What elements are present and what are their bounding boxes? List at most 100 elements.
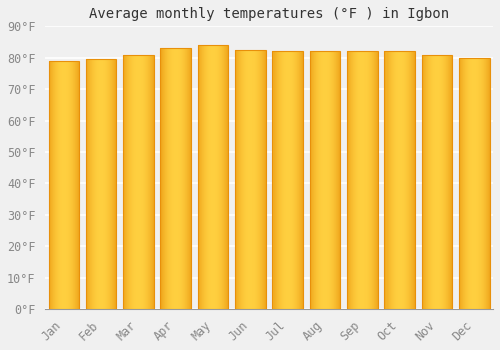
Bar	[222, 45, 224, 309]
Bar	[347, 51, 378, 309]
Bar	[235, 50, 236, 309]
Bar	[412, 51, 413, 309]
Bar	[138, 55, 140, 309]
Bar	[392, 51, 394, 309]
Bar	[76, 61, 77, 309]
Bar	[330, 51, 331, 309]
Bar	[470, 58, 472, 309]
Bar	[398, 51, 400, 309]
Bar	[260, 50, 262, 309]
Bar	[188, 48, 189, 309]
Bar	[436, 55, 437, 309]
Bar	[160, 48, 191, 309]
Bar	[66, 61, 67, 309]
Bar	[99, 59, 100, 309]
Bar	[351, 51, 352, 309]
Bar	[358, 51, 360, 309]
Bar	[101, 59, 102, 309]
Bar	[198, 45, 228, 309]
Bar	[187, 48, 188, 309]
Bar	[134, 55, 136, 309]
Bar	[128, 55, 130, 309]
Bar	[372, 51, 374, 309]
Bar	[200, 45, 201, 309]
Bar	[67, 61, 68, 309]
Bar	[376, 51, 378, 309]
Bar	[105, 59, 106, 309]
Bar	[313, 51, 314, 309]
Bar	[201, 45, 202, 309]
Bar	[272, 51, 303, 309]
Bar	[432, 55, 433, 309]
Bar	[211, 45, 212, 309]
Bar	[316, 51, 317, 309]
Bar	[95, 59, 96, 309]
Bar	[428, 55, 429, 309]
Bar	[323, 51, 324, 309]
Bar	[325, 51, 326, 309]
Bar	[183, 48, 184, 309]
Bar	[459, 58, 490, 309]
Bar	[478, 58, 480, 309]
Bar	[482, 58, 484, 309]
Bar	[104, 59, 105, 309]
Bar	[394, 51, 396, 309]
Bar	[315, 51, 316, 309]
Bar	[202, 45, 203, 309]
Bar	[488, 58, 490, 309]
Bar	[181, 48, 182, 309]
Bar	[362, 51, 364, 309]
Bar	[162, 48, 164, 309]
Bar	[56, 61, 58, 309]
Bar	[92, 59, 93, 309]
Bar	[440, 55, 441, 309]
Bar	[146, 55, 148, 309]
Bar	[310, 51, 311, 309]
Bar	[189, 48, 190, 309]
Bar	[276, 51, 278, 309]
Bar	[435, 55, 436, 309]
Bar	[288, 51, 289, 309]
Bar	[441, 55, 442, 309]
Bar	[280, 51, 281, 309]
Bar	[238, 50, 239, 309]
Bar	[208, 45, 209, 309]
Bar	[338, 51, 340, 309]
Bar	[205, 45, 206, 309]
Bar	[88, 59, 89, 309]
Bar	[94, 59, 95, 309]
Bar	[438, 55, 439, 309]
Bar	[132, 55, 134, 309]
Bar	[407, 51, 408, 309]
Bar	[425, 55, 426, 309]
Bar	[410, 51, 411, 309]
Bar	[427, 55, 428, 309]
Bar	[324, 51, 325, 309]
Bar	[75, 61, 76, 309]
Bar	[402, 51, 403, 309]
Bar	[486, 58, 488, 309]
Bar	[406, 51, 407, 309]
Bar	[461, 58, 462, 309]
Bar	[334, 51, 336, 309]
Bar	[299, 51, 300, 309]
Bar	[71, 61, 72, 309]
Bar	[150, 55, 152, 309]
Bar	[439, 55, 440, 309]
Bar	[219, 45, 220, 309]
Bar	[298, 51, 299, 309]
Bar	[170, 48, 172, 309]
Bar	[374, 51, 376, 309]
Bar	[317, 51, 318, 309]
Bar	[77, 61, 78, 309]
Bar	[404, 51, 405, 309]
Bar	[384, 51, 415, 309]
Bar	[206, 45, 207, 309]
Bar	[48, 61, 79, 309]
Bar	[474, 58, 476, 309]
Bar	[215, 45, 216, 309]
Bar	[198, 45, 199, 309]
Bar	[465, 58, 466, 309]
Bar	[153, 55, 154, 309]
Bar	[414, 51, 415, 309]
